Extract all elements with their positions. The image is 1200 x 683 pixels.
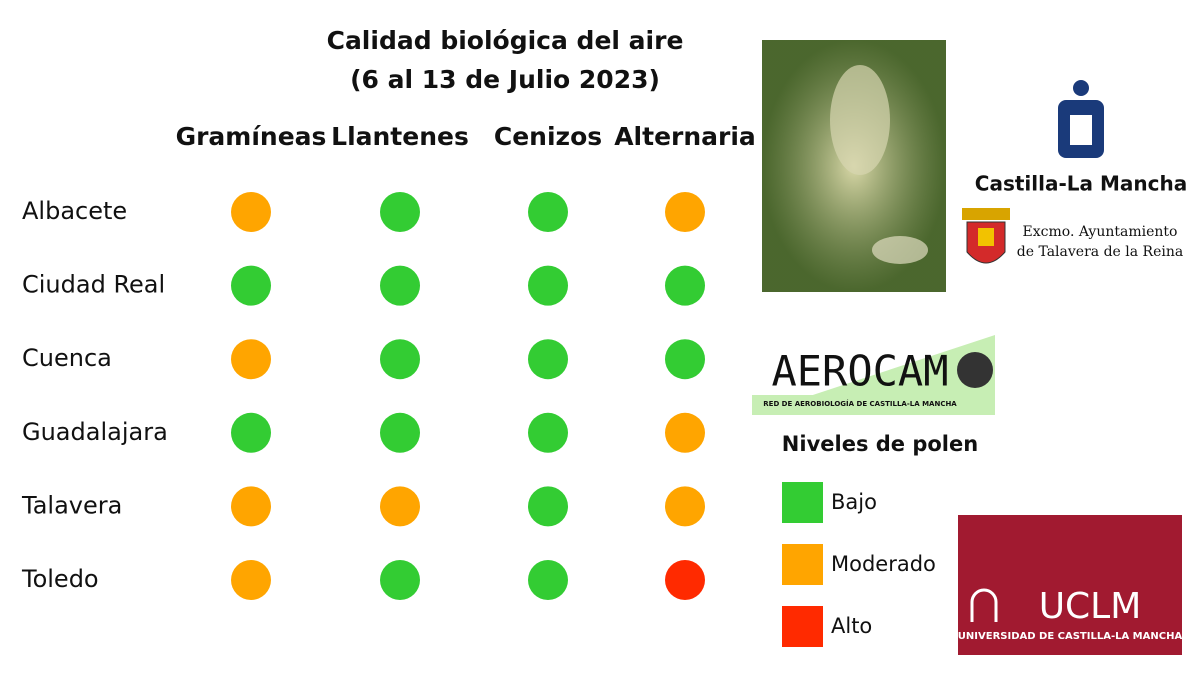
legend-label: Moderado bbox=[831, 552, 936, 576]
logo-text: UCLM bbox=[1039, 586, 1142, 627]
logo-text: de Talavera de la Reina bbox=[1017, 244, 1183, 260]
level-dot bbox=[665, 265, 705, 306]
uclm-logo: UCLM UNIVERSIDAD DE CASTILLA-LA MANCHA bbox=[958, 515, 1183, 655]
level-dot bbox=[665, 192, 705, 232]
city-label: Cuenca bbox=[22, 344, 112, 372]
talavera-logo: Excmo. Ayuntamiento de Talavera de la Re… bbox=[962, 208, 1183, 264]
logo-text: AEROCAM bbox=[771, 347, 948, 396]
legend-swatch bbox=[782, 544, 823, 585]
level-dot bbox=[528, 192, 568, 232]
castilla-logo: Castilla-La Mancha bbox=[975, 80, 1187, 196]
logo-text: UNIVERSIDAD DE CASTILLA-LA MANCHA bbox=[958, 631, 1183, 642]
legend-label: Alto bbox=[831, 614, 872, 638]
city-label: Ciudad Real bbox=[22, 271, 165, 299]
level-dot bbox=[528, 412, 568, 453]
level-dot bbox=[665, 412, 705, 453]
column-header: Alternaria bbox=[614, 122, 756, 151]
level-dot bbox=[665, 560, 705, 600]
legend-swatch bbox=[782, 606, 823, 647]
level-dot bbox=[665, 486, 705, 527]
level-dot bbox=[231, 339, 271, 380]
logo-text: Excmo. Ayuntamiento bbox=[1023, 224, 1178, 240]
level-dot bbox=[380, 560, 420, 600]
title-line: Calidad biológica del aire bbox=[327, 26, 684, 55]
level-dot bbox=[528, 339, 568, 380]
column-header: Gramíneas bbox=[176, 122, 327, 151]
column-header: Llantenes bbox=[331, 122, 469, 151]
level-dot bbox=[231, 560, 271, 600]
level-dot bbox=[380, 192, 420, 232]
level-dot bbox=[380, 412, 420, 453]
level-dot bbox=[231, 412, 271, 453]
level-dot bbox=[231, 192, 271, 232]
city-label: Guadalajara bbox=[22, 418, 168, 446]
title-line: (6 al 13 de Julio 2023) bbox=[350, 65, 660, 94]
level-dot bbox=[231, 486, 271, 527]
level-dot bbox=[380, 265, 420, 306]
level-dot bbox=[528, 560, 568, 600]
level-dot bbox=[528, 486, 568, 527]
legend-label: Bajo bbox=[831, 490, 877, 514]
level-dot bbox=[380, 339, 420, 380]
level-dot bbox=[528, 265, 568, 306]
level-dot bbox=[665, 339, 705, 380]
logo-text: Castilla-La Mancha bbox=[975, 172, 1187, 196]
city-label: Talavera bbox=[21, 491, 122, 519]
legend-swatch bbox=[782, 482, 823, 523]
level-dot bbox=[231, 265, 271, 306]
city-label: Toledo bbox=[21, 565, 99, 593]
aerocam-logo: AEROCAM RED DE AEROBIOLOGÍA DE CASTILLA-… bbox=[752, 335, 995, 415]
legend-title: Niveles de polen bbox=[782, 432, 978, 456]
level-dot bbox=[380, 486, 420, 527]
city-label: Albacete bbox=[22, 197, 127, 225]
grass-photo bbox=[762, 40, 946, 292]
column-header: Cenizos bbox=[494, 122, 602, 151]
logo-text: RED DE AEROBIOLOGÍA DE CASTILLA-LA MANCH… bbox=[763, 399, 957, 408]
